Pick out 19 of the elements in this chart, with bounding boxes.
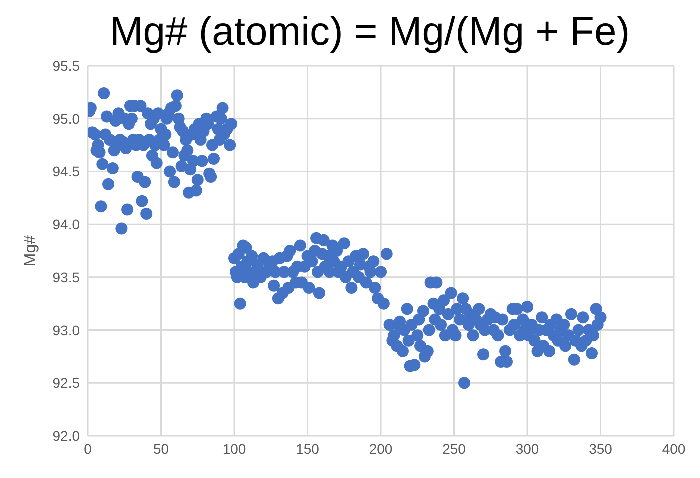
- x-tick-label: 200: [369, 440, 393, 457]
- y-tick-label: 94.0: [52, 216, 80, 233]
- x-tick-label: 350: [589, 440, 613, 457]
- x-tick-label: 0: [84, 440, 92, 457]
- chart-title: Mg# (atomic) = Mg/(Mg + Fe): [108, 9, 632, 56]
- y-tick-label: 95.0: [52, 110, 80, 127]
- y-tick-label: 94.5: [52, 164, 80, 180]
- x-tick-label: 250: [442, 440, 466, 457]
- y-tick-label: 93.5: [52, 269, 80, 286]
- y-tick-label: 92.0: [52, 428, 80, 444]
- x-tick-label: 50: [153, 440, 170, 457]
- y-tick-label: 92.5: [52, 375, 80, 392]
- x-tick-label: 150: [296, 440, 320, 457]
- y-axis-title: Mg#: [22, 235, 40, 267]
- x-tick-label: 400: [662, 440, 686, 457]
- y-tick-label: 93.0: [52, 322, 80, 338]
- y-tick-label: 95.5: [52, 58, 80, 74]
- x-tick-label: 300: [516, 440, 540, 457]
- x-tick-label: 100: [222, 440, 246, 457]
